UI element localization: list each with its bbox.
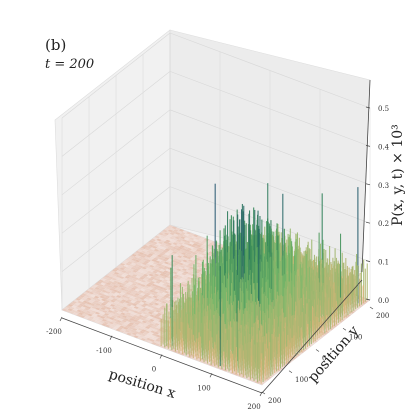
y-tick-label: 0 bbox=[322, 355, 326, 363]
z-tick-label: 0.4 bbox=[378, 143, 390, 151]
panel-label: (b) bbox=[45, 36, 66, 54]
time-label: t = 200 bbox=[45, 57, 94, 72]
x-tick-label: 0 bbox=[152, 366, 156, 374]
z-axis-ticks: 0.0 0.1 0.2 0.3 0.4 0.5 bbox=[365, 105, 390, 305]
x-axis-ticks: -200 -100 0 100 200 bbox=[46, 316, 263, 411]
x-tick-label: -100 bbox=[96, 347, 112, 355]
y-tick-label: 200 bbox=[376, 312, 389, 320]
x-axis-label: position x bbox=[107, 367, 178, 402]
z-tick-label: 0.3 bbox=[378, 182, 389, 190]
x-tick-label: 200 bbox=[247, 403, 260, 411]
z-tick-label: 0.5 bbox=[378, 105, 389, 113]
z-axis-label: P(x, y, t) × 10³ bbox=[390, 124, 406, 226]
x-tick-label: 100 bbox=[197, 384, 210, 392]
x-axis-line bbox=[61, 317, 263, 394]
z-tick-label: 0.0 bbox=[378, 297, 389, 305]
y-tick-label: 100 bbox=[349, 333, 362, 341]
y-tick-label: 200 bbox=[268, 397, 281, 405]
y-tick-label: 100 bbox=[295, 376, 308, 384]
surface-plot bbox=[62, 183, 370, 385]
x-tick-label: -200 bbox=[46, 328, 62, 336]
y-axis-line bbox=[261, 279, 363, 394]
z-axis-line bbox=[361, 79, 371, 273]
z-tick-label: 0.1 bbox=[378, 259, 389, 267]
y-axis-ticks: 200 100 0 100 200 bbox=[261, 306, 389, 405]
z-tick-label: 0.2 bbox=[378, 220, 389, 228]
